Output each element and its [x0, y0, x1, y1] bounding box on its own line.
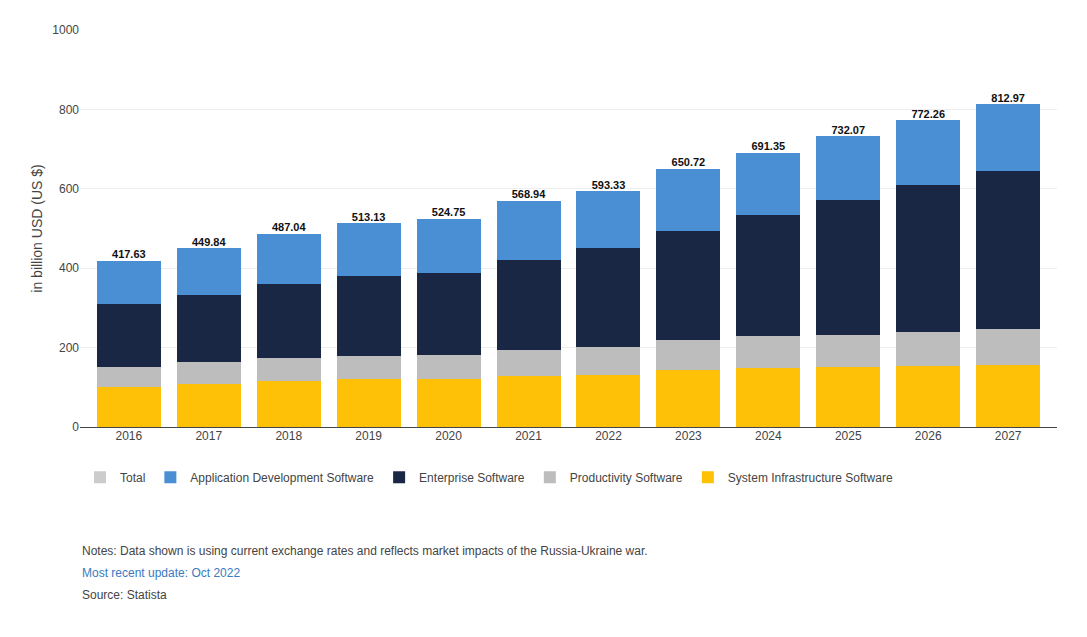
svg-text:449.84: 449.84: [192, 236, 227, 248]
svg-text:568.94: 568.94: [512, 188, 547, 200]
svg-text:Total: Total: [120, 471, 145, 485]
svg-text:2018: 2018: [275, 429, 302, 443]
svg-text:2020: 2020: [435, 429, 462, 443]
svg-text:600: 600: [59, 182, 79, 196]
svg-text:2024: 2024: [755, 429, 782, 443]
svg-text:System Infrastructure Software: System Infrastructure Software: [728, 471, 893, 485]
svg-text:2016: 2016: [115, 429, 142, 443]
svg-text:2025: 2025: [835, 429, 862, 443]
svg-text:1000: 1000: [52, 23, 79, 37]
svg-text:200: 200: [59, 341, 79, 355]
svg-text:Application Development Softwa: Application Development Software: [190, 471, 374, 485]
svg-text:400: 400: [59, 261, 79, 275]
svg-text:417.63: 417.63: [112, 248, 146, 260]
svg-text:2027: 2027: [995, 429, 1022, 443]
svg-text:513.13: 513.13: [352, 211, 386, 223]
svg-text:800: 800: [59, 103, 79, 117]
svg-text:772.26: 772.26: [911, 108, 945, 120]
svg-text:Enterprise Software: Enterprise Software: [419, 471, 525, 485]
svg-text:Source: Statista: Source: Statista: [82, 588, 167, 602]
svg-text:2021: 2021: [515, 429, 542, 443]
svg-text:593.33: 593.33: [592, 179, 626, 191]
svg-text:487.04: 487.04: [272, 221, 307, 233]
svg-text:Productivity Software: Productivity Software: [570, 471, 683, 485]
svg-text:2026: 2026: [915, 429, 942, 443]
svg-text:0: 0: [72, 420, 79, 434]
svg-text:2022: 2022: [595, 429, 622, 443]
svg-text:Notes: Data shown is using cur: Notes: Data shown is using current excha…: [82, 544, 648, 558]
svg-text:in billion USD (US $): in billion USD (US $): [29, 164, 45, 292]
svg-text:691.35: 691.35: [752, 140, 786, 152]
svg-text:2023: 2023: [675, 429, 702, 443]
svg-text:812.97: 812.97: [991, 92, 1025, 104]
svg-text:2019: 2019: [355, 429, 382, 443]
svg-text:Most recent update: Oct 2022: Most recent update: Oct 2022: [82, 566, 240, 580]
svg-text:650.72: 650.72: [672, 156, 706, 168]
svg-text:2017: 2017: [195, 429, 222, 443]
svg-text:524.75: 524.75: [432, 206, 466, 218]
svg-text:732.07: 732.07: [831, 124, 865, 136]
